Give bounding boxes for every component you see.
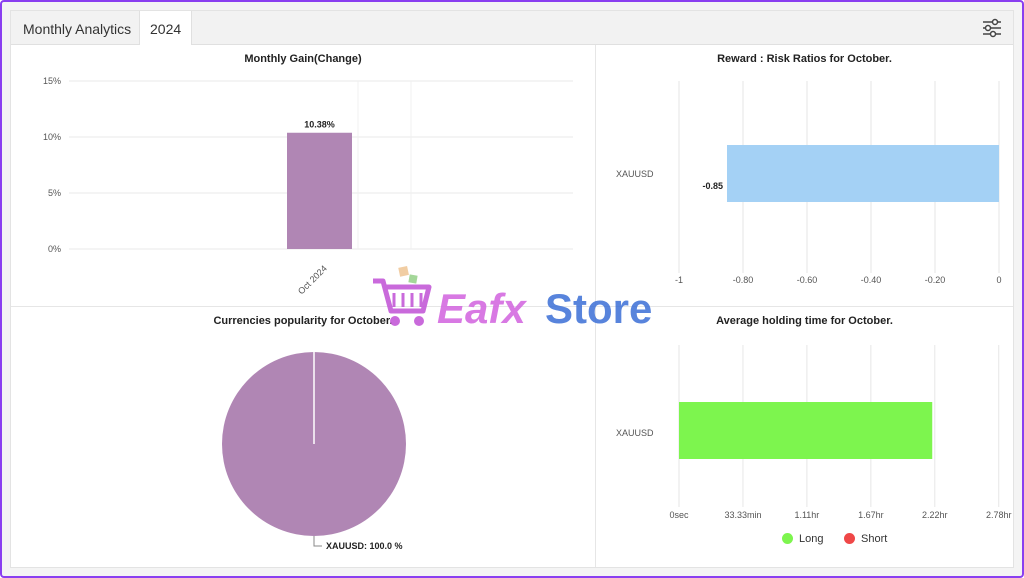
gain-ytick-label: 10%: [43, 132, 61, 142]
rr-bar: [727, 145, 999, 202]
quadrant-divider-horizontal: [11, 306, 1013, 307]
pie-label-connector: [313, 536, 322, 547]
gain-chart: 15% 10% 5% 0% 10.38% Oct 2024: [43, 76, 573, 296]
hold-category-label: XAUUSD: [616, 428, 654, 438]
rr-category-label: XAUUSD: [616, 169, 654, 179]
legend-label-short: Short: [861, 533, 888, 545]
rr-bar-label: -0.85: [702, 181, 723, 191]
rr-xtick-label: -0.40: [861, 275, 882, 285]
rr-xtick-label: -0.20: [925, 275, 946, 285]
hold-chart-title: Average holding time for October.: [716, 315, 893, 327]
pie-slice-label: XAUUSD: 100.0 %: [326, 541, 403, 551]
hold-xtick-label: 33.33min: [724, 510, 761, 520]
legend-dot-long: [782, 533, 793, 544]
gain-ytick-label: 15%: [43, 76, 61, 86]
hold-chart: 0sec 33.33min 1.11hr 1.67hr 2.22hr 2.78hr XAUU…: [616, 345, 1012, 520]
shopping-cart-icon: [373, 266, 432, 326]
legend-label-long: Long: [799, 533, 824, 545]
hold-xtick-label: 2.78hr: [986, 510, 1012, 520]
analytics-panel: Monthly Analytics 2024 Monthly Gain(Chan…: [10, 10, 1014, 568]
hold-xtick-label: 1.11hr: [794, 510, 819, 520]
rr-chart-title: Reward : Risk Ratios for October.: [717, 53, 892, 65]
legend-item-short[interactable]: Short: [844, 533, 887, 545]
rr-xtick-label: -1: [675, 275, 683, 285]
gain-xtick-label: Oct 2024: [296, 263, 329, 296]
hold-xtick-label: 0sec: [669, 510, 689, 520]
sliders-icon: [983, 18, 1001, 38]
hold-xtick-label: 2.22hr: [922, 510, 948, 520]
eafxstore-watermark: Eafx Store: [373, 266, 652, 332]
rr-xtick-label: -0.80: [733, 275, 754, 285]
pie-chart-title: Currencies popularity for October.: [213, 315, 393, 327]
rr-xtick-label: -0.60: [797, 275, 818, 285]
hold-bar: [679, 402, 933, 459]
gain-bar: [287, 132, 352, 249]
filter-settings-button[interactable]: [981, 17, 1003, 39]
gain-ytick-label: 5%: [48, 188, 61, 198]
gain-bar-label: 10.38%: [304, 120, 335, 130]
tab-year-2024[interactable]: 2024: [139, 11, 193, 45]
tab-monthly-analytics[interactable]: Monthly Analytics: [23, 21, 132, 37]
gain-ytick-label: 0%: [48, 244, 61, 254]
panel-header: Monthly Analytics 2024: [11, 11, 1013, 45]
rr-chart: -1 -0.80 -0.60 -0.40 -0.20 0 -0.85 XAUUSD: [616, 81, 1002, 285]
legend-item-long[interactable]: Long: [782, 533, 823, 545]
watermark-text-store: Store: [545, 285, 652, 332]
rr-xtick-label: 0: [996, 275, 1001, 285]
gain-chart-title: Monthly Gain(Change): [244, 53, 362, 65]
hold-xtick-label: 1.67hr: [858, 510, 884, 520]
pie-chart: XAUUSD: 100.0 %: [222, 352, 406, 551]
legend-dot-short: [844, 533, 855, 544]
watermark-text-eafx: Eafx: [437, 285, 527, 332]
